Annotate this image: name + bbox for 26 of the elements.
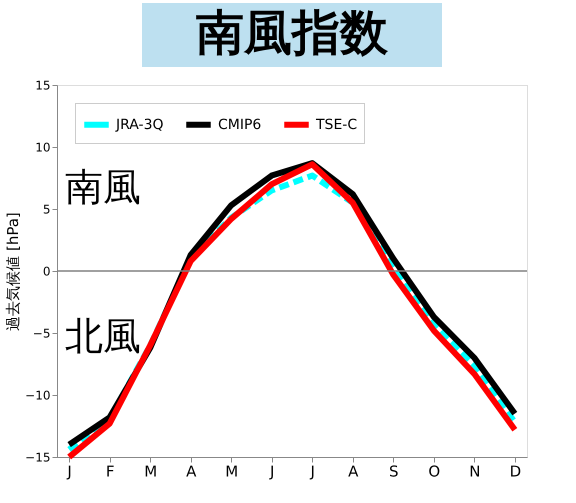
annotation: 北風 — [65, 314, 141, 358]
legend-label: CMIP6 — [218, 116, 262, 133]
x-tick-label: J — [66, 462, 72, 480]
y-tick-label: 5 — [42, 202, 50, 216]
x-tick-label: N — [469, 462, 480, 480]
y-tick-label: −10 — [25, 388, 50, 402]
legend-label: JRA-3Q — [115, 116, 164, 133]
x-tick-label: J — [310, 462, 315, 480]
x-tick-label: M — [144, 462, 158, 480]
x-tick-label: D — [510, 462, 522, 480]
y-tick-label: −5 — [32, 326, 50, 340]
x-tick-label: A — [348, 462, 360, 480]
y-tick-label: 0 — [42, 264, 50, 278]
x-tick-label: M — [225, 462, 238, 480]
y-tick-label: 10 — [35, 140, 50, 154]
x-tick-label: O — [428, 462, 440, 480]
x-tick-label: F — [106, 462, 114, 480]
y-axis-title: 過去気候値 [hPa] — [4, 212, 22, 331]
y-tick-label: 15 — [35, 78, 50, 92]
y-tick-label: −15 — [25, 450, 50, 464]
x-tick-label: A — [186, 462, 198, 480]
annotation: 南風 — [65, 165, 141, 210]
legend-label: TSE-C — [315, 116, 358, 133]
x-tick-label: S — [389, 462, 399, 480]
x-tick-label: J — [269, 462, 274, 480]
chart-title: 南風指数 — [196, 5, 389, 61]
